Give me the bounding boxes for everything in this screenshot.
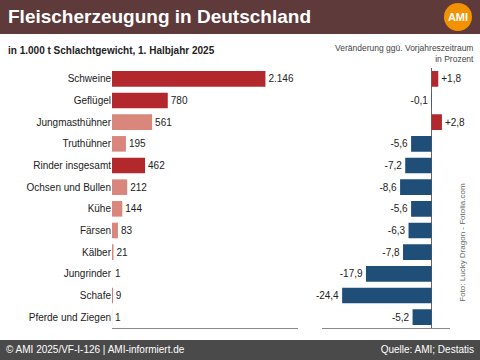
svg-text:21: 21 [117, 247, 129, 258]
html-text:© AMI 2025/VF-I-126 | AMI-info: © AMI 2025/VF-I-126 | AMI-informiert.de [6, 344, 185, 355]
html-text:Fleischerzeugung in Deutschlan: Fleischerzeugung in Deutschland [8, 6, 311, 27]
svg-text:-24,4: -24,4 [316, 290, 339, 301]
svg-text:561: 561 [155, 117, 172, 128]
svg-text:Schafe: Schafe [80, 290, 112, 301]
html-text:AMI: AMI [447, 11, 469, 23]
svg-text:Färsen: Färsen [80, 225, 111, 236]
svg-text:-6,3: -6,3 [388, 225, 406, 236]
svg-text:1: 1 [115, 312, 121, 323]
svg-text:Kühe: Kühe [88, 203, 112, 214]
svg-text:+1,8: +1,8 [441, 73, 461, 84]
svg-text:Jungmasthühner: Jungmasthühner [37, 117, 112, 128]
svg-text:-7,2: -7,2 [385, 160, 403, 171]
svg-text:Geflügel: Geflügel [74, 95, 111, 106]
svg-text:-5,6: -5,6 [390, 138, 408, 149]
svg-text:83: 83 [121, 225, 133, 236]
svg-text:Foto: Lucky Dragon - Fotolia.c: Foto: Lucky Dragon - Fotolia.com [458, 183, 467, 302]
svg-text:-8,6: -8,6 [379, 182, 397, 193]
svg-text:Ochsen und Bullen: Ochsen und Bullen [26, 182, 111, 193]
svg-text:Pferde und Ziegen: Pferde und Ziegen [29, 312, 111, 323]
svg-text:462: 462 [148, 160, 165, 171]
svg-text:-5,6: -5,6 [390, 203, 408, 214]
svg-text:1: 1 [115, 268, 121, 279]
svg-text:Jungrinder: Jungrinder [64, 268, 112, 279]
svg-text:-17,9: -17,9 [340, 268, 363, 279]
svg-text:Schweine: Schweine [68, 73, 112, 84]
svg-text:9: 9 [116, 290, 122, 301]
svg-text:2.146: 2.146 [268, 73, 293, 84]
svg-text:144: 144 [125, 203, 142, 214]
svg-text:Veränderung ggü. Vorjahreszeit: Veränderung ggü. Vorjahreszeitraumin Pro… [335, 43, 474, 64]
svg-text:-5,2: -5,2 [392, 312, 410, 323]
svg-text:-0,1: -0,1 [411, 95, 429, 106]
svg-text:Truthühner: Truthühner [62, 138, 111, 149]
svg-text:195: 195 [129, 138, 146, 149]
svg-text:780: 780 [171, 95, 188, 106]
svg-text:in 1.000 t Schlachtgewicht, 1.: in 1.000 t Schlachtgewicht, 1. Halbjahr … [8, 45, 215, 56]
svg-text:Kälber: Kälber [82, 247, 112, 258]
svg-text:Rinder insgesamt: Rinder insgesamt [33, 160, 111, 171]
html-text:Quelle: AMI; Destatis: Quelle: AMI; Destatis [380, 344, 474, 355]
svg-text:212: 212 [130, 182, 147, 193]
svg-text:+2,8: +2,8 [445, 117, 465, 128]
svg-text:-7,8: -7,8 [382, 247, 400, 258]
